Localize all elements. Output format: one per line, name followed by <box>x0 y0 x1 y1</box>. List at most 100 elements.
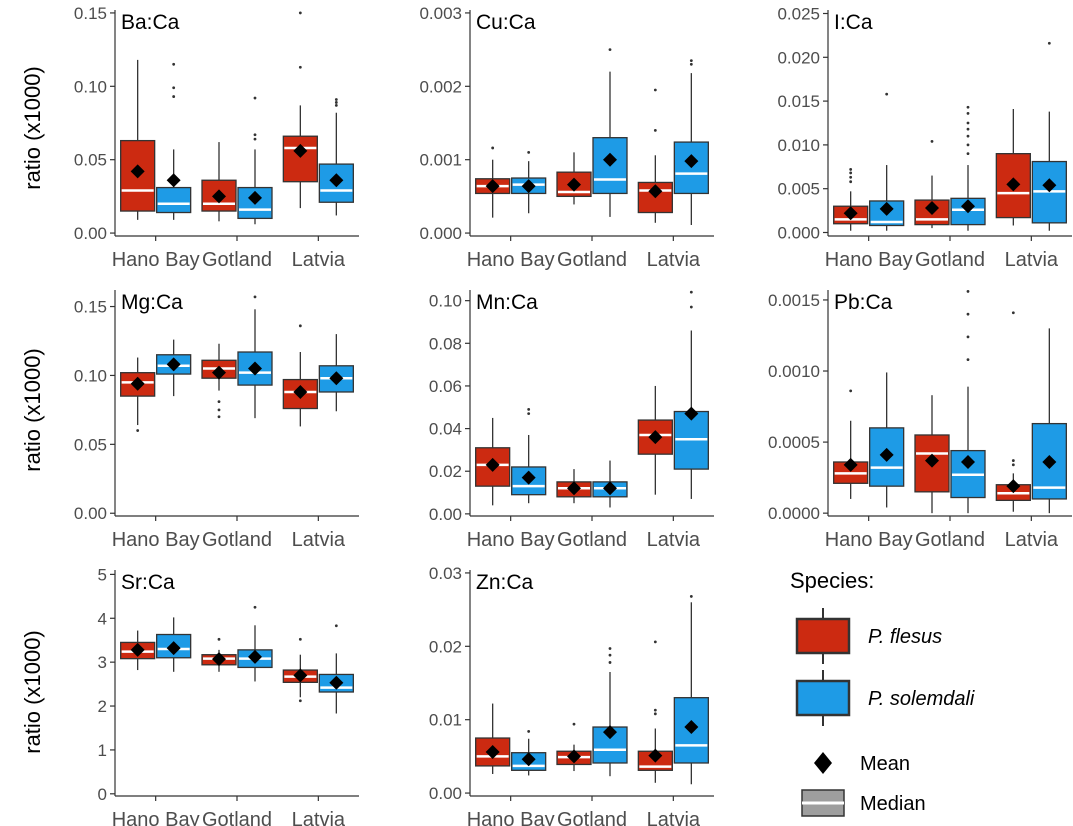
outlier-point <box>689 595 693 598</box>
mean-marker <box>212 189 226 204</box>
mean-marker <box>248 649 262 664</box>
mean-marker <box>1042 178 1057 193</box>
legend: Species: P. flesus P. solemdali Mean Medi… <box>790 568 975 817</box>
outlier-point <box>966 111 970 115</box>
box-body <box>156 186 192 214</box>
mean-marker <box>684 720 699 735</box>
series-p-flesus <box>833 311 1031 514</box>
mean-marker <box>248 361 262 376</box>
box-p-flesus-gotland <box>201 637 237 672</box>
box-p-solemdali-latvia <box>673 59 709 225</box>
y-axis-label: ratio (x1000) <box>20 348 45 472</box>
outlier-point <box>527 412 531 416</box>
mean-marker <box>1006 479 1021 494</box>
outlier-point <box>572 722 576 726</box>
mean-marker <box>603 725 617 740</box>
x-tick-label-latvia: Latvia <box>647 249 701 271</box>
series-p-flesus <box>475 640 673 783</box>
box-p-solemdali-hano-bay <box>869 372 905 508</box>
x-tick-label-hano-bay: Hano Bay <box>112 529 200 551</box>
panel-ba-ca: 0.00 0.05 0.10 0.15 Hano Bay Gotland Latvia Ba:… <box>20 4 359 271</box>
mean-marker <box>130 164 145 179</box>
outlier-point <box>608 661 612 664</box>
panel-mg-ca: 0.00 0.05 0.10 0.15 Hano Bay Gotland Latvia Mg:… <box>20 290 359 551</box>
outlier-point <box>253 137 257 141</box>
outlier-point <box>930 139 934 143</box>
box-p-flesus-gotland <box>556 469 592 504</box>
series-p-solemdali <box>156 62 354 225</box>
outlier-point <box>527 730 531 733</box>
box-p-flesus-gotland <box>201 343 237 419</box>
y-tick-label: 0.000 <box>419 224 462 243</box>
outlier-point <box>608 653 612 657</box>
panel-title-mg-ca: Mg:Ca <box>121 291 183 314</box>
series-p-flesus <box>120 630 318 703</box>
y-tick-label: 0.06 <box>429 377 462 396</box>
box-p-flesus-latvia <box>637 88 673 223</box>
y-tick-label: 0.002 <box>419 77 462 96</box>
mean-marker <box>485 457 500 472</box>
y-tick-label: 0.020 <box>777 48 820 67</box>
box-p-solemdali-hano-bay <box>511 407 547 504</box>
y-tick-label: 0.08 <box>429 334 462 353</box>
mean-marker <box>879 447 894 462</box>
box-p-solemdali-gotland <box>592 48 628 217</box>
box-p-flesus-hano-bay <box>475 703 511 774</box>
mean-marker <box>485 179 500 194</box>
y-axis-label: ratio (x1000) <box>20 66 45 190</box>
y-tick-label: 0.05 <box>74 435 107 454</box>
y-tick-label: 1 <box>98 741 107 760</box>
mean-marker <box>212 365 226 380</box>
box-p-flesus-hano-bay <box>833 168 869 231</box>
box-p-solemdali-latvia <box>673 290 709 499</box>
mean-marker <box>843 457 858 472</box>
y-tick-label: 0.01 <box>429 711 462 730</box>
box-p-solemdali-gotland <box>592 460 628 508</box>
outlier-point <box>298 699 302 703</box>
box-p-flesus-hano-bay <box>120 357 156 432</box>
box-p-flesus-gotland <box>914 139 950 229</box>
outlier-point <box>217 415 221 419</box>
outlier-point <box>217 400 221 404</box>
mean-marker <box>603 481 617 496</box>
box-p-flesus-gotland <box>556 152 592 205</box>
box-body <box>592 137 628 195</box>
y-tick-label: 0.000 <box>777 223 820 242</box>
outlier-point <box>172 86 176 90</box>
outlier-point <box>334 98 338 101</box>
outlier-point <box>653 708 657 712</box>
box-p-flesus-latvia <box>637 385 673 495</box>
x-tick-label-gotland: Gotland <box>915 529 985 551</box>
box-p-solemdali-hano-bay <box>156 302 192 397</box>
series-p-solemdali <box>511 595 709 785</box>
x-tick-label-gotland: Gotland <box>202 249 272 271</box>
y-tick-label: 3 <box>98 653 107 672</box>
outlier-point <box>849 389 853 393</box>
box-p-flesus-hano-bay <box>120 630 156 671</box>
box-p-solemdali-gotland <box>237 295 273 419</box>
box-p-flesus-hano-bay <box>833 389 869 499</box>
y-tick-label: 0.0005 <box>768 433 820 452</box>
x-tick-label-latvia: Latvia <box>1005 529 1059 551</box>
mean-marker <box>648 430 663 445</box>
legend-median-label: Median <box>860 793 926 815</box>
mean-marker <box>603 152 617 167</box>
mean-marker <box>1042 454 1057 469</box>
outlier-point <box>966 121 970 125</box>
y-tick-label: 0.003 <box>419 4 462 23</box>
outlier-point <box>298 637 302 641</box>
y-tick-label: 0.15 <box>74 4 107 23</box>
box-p-flesus-gotland <box>556 722 592 772</box>
box-p-flesus-gotland <box>201 142 237 222</box>
y-tick-label: 0.00 <box>429 505 462 524</box>
outlier-point <box>172 62 176 66</box>
box-p-solemdali-hano-bay <box>156 617 192 672</box>
mean-marker <box>648 184 663 199</box>
mean-marker <box>843 206 858 221</box>
panel-title-sr-ca: Sr:Ca <box>121 571 175 594</box>
x-tick-label-hano-bay: Hano Bay <box>825 249 913 271</box>
mean-marker <box>925 453 939 468</box>
box-p-solemdali-hano-bay <box>869 92 905 231</box>
y-tick-label: 0.010 <box>777 136 820 155</box>
